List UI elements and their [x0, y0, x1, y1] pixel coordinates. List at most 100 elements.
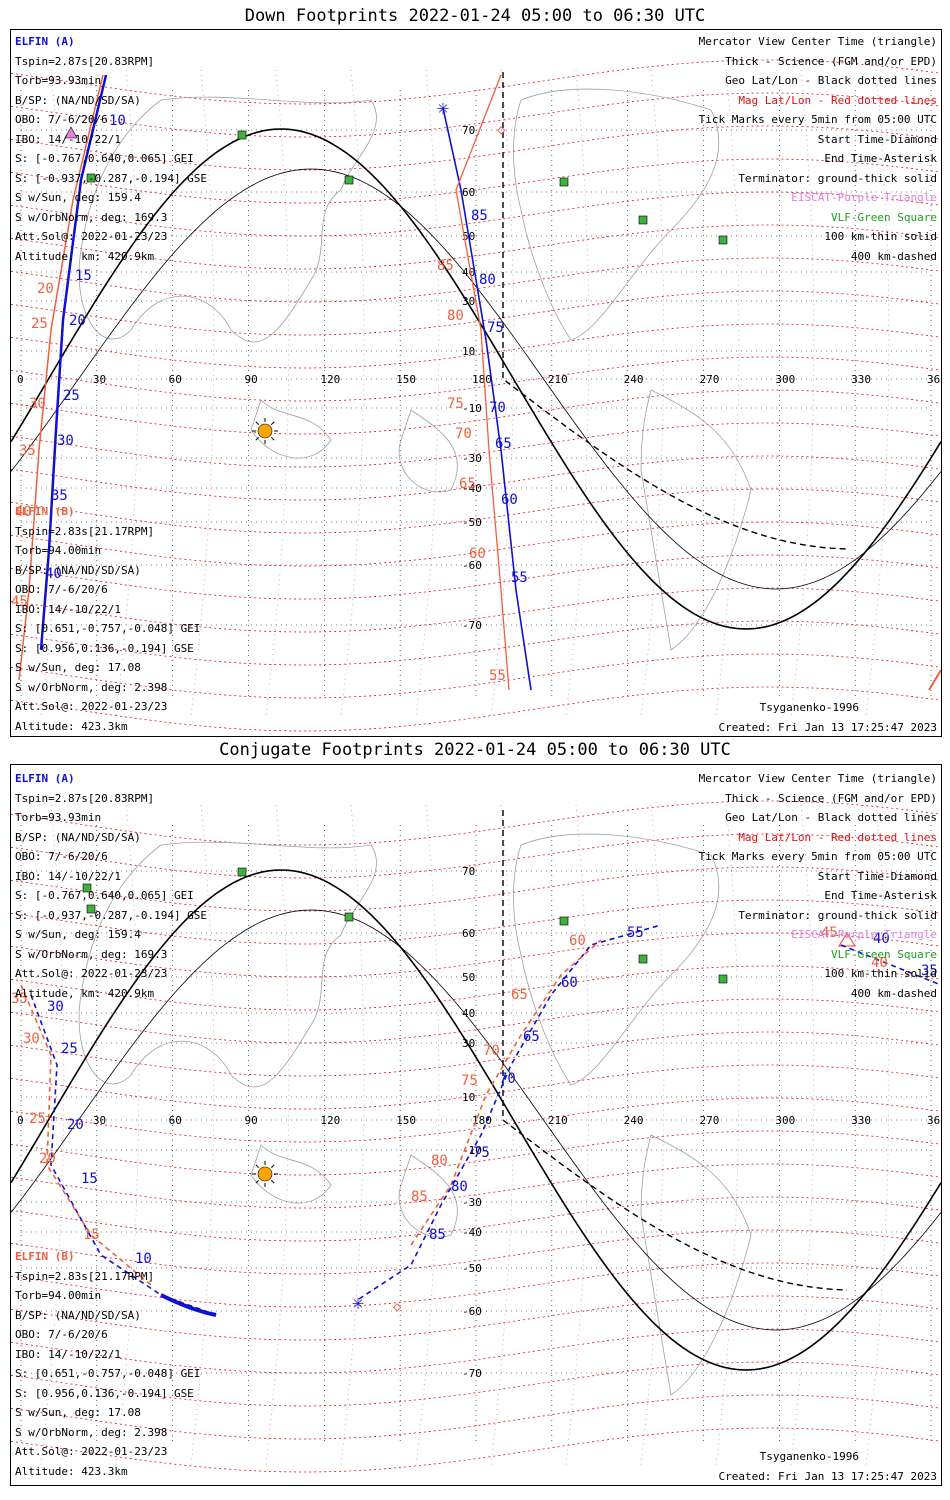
- mag-lat-line: [11, 554, 941, 600]
- track-time-label: 40: [871, 955, 888, 971]
- sat-b-line: IBO: 14/-10/22/1: [15, 602, 121, 616]
- lon-tick-label: 240: [624, 373, 644, 386]
- down-footprints-map: 0 30 60 90 120 150 180 210 240 270 300 330 360 10 30 40…: [10, 29, 942, 737]
- mag-lat-line: [11, 1361, 941, 1407]
- conj-legend: Mercator View Center Time (triangle) Thi…: [699, 769, 937, 1003]
- sat-b-line: S: [0.651,-0.757,-0.048] GEI: [15, 1367, 201, 1380]
- sat-a-line: Att.Sol@: 2022-01-23/23: [15, 967, 168, 980]
- elfin-a-track: [39, 74, 108, 651]
- lat-tick-label: -30: [462, 1196, 482, 1209]
- mag-lat-line: [11, 866, 941, 912]
- legend-item: Tick Marks every 5min from 05:00 UTC: [698, 850, 937, 863]
- sat-b-line: IBO: 14/-10/22/1: [15, 1347, 121, 1361]
- legend-item: Geo Lat/Lon - Black dotted lines: [725, 811, 937, 824]
- mag-lon-line: [265, 804, 290, 1466]
- mag-lon-line: [340, 804, 365, 1466]
- lat-tick-label: 10: [462, 1091, 475, 1104]
- lat-tick-label: -70: [462, 1367, 482, 1380]
- lon-tick-label: 120: [320, 373, 340, 386]
- sat-a-line: B/SP: (NA/ND/SD/SA): [15, 93, 141, 107]
- mag-lat-line: [11, 290, 941, 336]
- legend-item: End Time-Asterisk: [824, 889, 937, 902]
- track-time-label: 35: [921, 963, 938, 979]
- mag-lat-line: [11, 1295, 941, 1341]
- track-time-label: 65: [459, 476, 476, 492]
- mag-lat-line: [11, 389, 941, 435]
- lon-tick-label: 360: [927, 373, 941, 386]
- lat-tick-label: -40: [462, 482, 482, 495]
- vlf-station-marker: [86, 904, 96, 914]
- track-time-label: 65: [523, 1029, 540, 1045]
- legend-item: Start Time-Diamond: [817, 869, 937, 883]
- track-time-label: 30: [29, 396, 46, 412]
- sat-b-line: OBO: 7/-6/20/6: [15, 583, 108, 596]
- track-time-label: 35: [11, 991, 28, 1007]
- sun-icon: [257, 423, 273, 439]
- sun-ray: [271, 1180, 275, 1184]
- down-panel-title: Down Footprints 2022-01-24 05:00 to 06:3…: [244, 6, 706, 26]
- legend-item: 400 km-dashed: [850, 249, 937, 263]
- vlf-station-marker: [638, 954, 648, 964]
- track-time-label: 40: [45, 566, 62, 582]
- mag-lat-line: [11, 653, 941, 699]
- eiscat-triangle-icon: [64, 126, 78, 139]
- lon-tick-label: 330: [851, 373, 871, 386]
- sat-a-line: Altitude, km: 420.9km: [15, 986, 155, 1000]
- down-legend: Mercator View Center Time (triangle) Thi…: [699, 32, 937, 266]
- end-time-asterisk-icon: ✳: [437, 95, 449, 119]
- legend-item: VLF-Green Square: [831, 947, 937, 961]
- mag-lat-line: [11, 899, 941, 945]
- legend-item: 100 km-thin solid: [824, 967, 937, 980]
- track-time-label: 60: [469, 546, 486, 562]
- coastline: [250, 1144, 332, 1204]
- sun-ray: [255, 421, 259, 425]
- conj-map-graphics: 0306090120150180210240270300330360103040…: [11, 800, 941, 1473]
- sat-a-line: S w/Sun, deg: 159.4: [15, 191, 141, 204]
- legend-item: Mercator View Center Time (triangle): [698, 772, 937, 785]
- coastline: [78, 841, 377, 1088]
- legend-item: Mercator View Center Time (triangle): [698, 35, 937, 48]
- track-time-label: 55: [511, 570, 528, 586]
- lon-tick-label: 0: [17, 373, 24, 386]
- vlf-station-marker: [559, 916, 569, 926]
- sat-a-line: Torb=93.93min: [15, 811, 102, 824]
- lon-tick-label: 210: [548, 373, 568, 386]
- track-time-label: 35: [19, 443, 36, 459]
- sat-a-line: S: [-0.767,0.640,0.065] GEI: [15, 152, 194, 165]
- mag-lon-line: [640, 69, 665, 717]
- mag-lat-line: [11, 191, 941, 237]
- terminator-ground: [11, 128, 941, 630]
- lat-tick-label: 40: [462, 1007, 475, 1020]
- lon-tick-label: 150: [396, 373, 416, 386]
- lon-tick-label: 270: [700, 373, 720, 386]
- track-time-label: 15: [81, 1171, 98, 1187]
- mag-lat-line: [11, 932, 941, 978]
- lon-tick-label: 150: [396, 1114, 416, 1127]
- lon-tick-label: 0: [17, 1114, 24, 1127]
- mag-lat-line: [11, 455, 941, 501]
- legend-item: EISCAT-Purple Triangle: [791, 191, 937, 204]
- vlf-station-marker: [82, 883, 92, 893]
- track-time-label: 25: [63, 388, 80, 404]
- legend-item: 100 km-thin solid: [824, 230, 937, 243]
- mag-lon-line: [640, 804, 665, 1466]
- lon-tick-label: 90: [245, 1114, 258, 1127]
- coastline: [513, 833, 720, 1086]
- lat-tick-label: 60: [462, 186, 475, 199]
- created-timestamp: Created: Fri Jan 13 17:25:47 2023: [718, 721, 937, 734]
- lon-tick-label: 300: [775, 373, 795, 386]
- sat-a-line: Tspin=2.87s[20.83RPM]: [15, 54, 155, 68]
- sat-b-line: S w/OrbNorm, deg: 2.398: [15, 1425, 168, 1439]
- legend-item: VLF-Green Square: [831, 210, 937, 224]
- track-time-label: 80: [447, 308, 464, 324]
- mag-lon-line: [565, 69, 590, 717]
- lon-tick-label: 60: [169, 1114, 182, 1127]
- vlf-station-marker: [344, 912, 354, 922]
- elfin-a-track-2: [442, 107, 532, 691]
- mag-lat-line: [11, 1328, 941, 1374]
- vlf-station-marker: [638, 215, 648, 225]
- mag-lat-line: [11, 356, 941, 402]
- lon-tick-label: 210: [548, 1114, 568, 1127]
- sat-a-label: ELFIN (A): [15, 772, 75, 785]
- lat-tick-label: -40: [462, 1226, 482, 1239]
